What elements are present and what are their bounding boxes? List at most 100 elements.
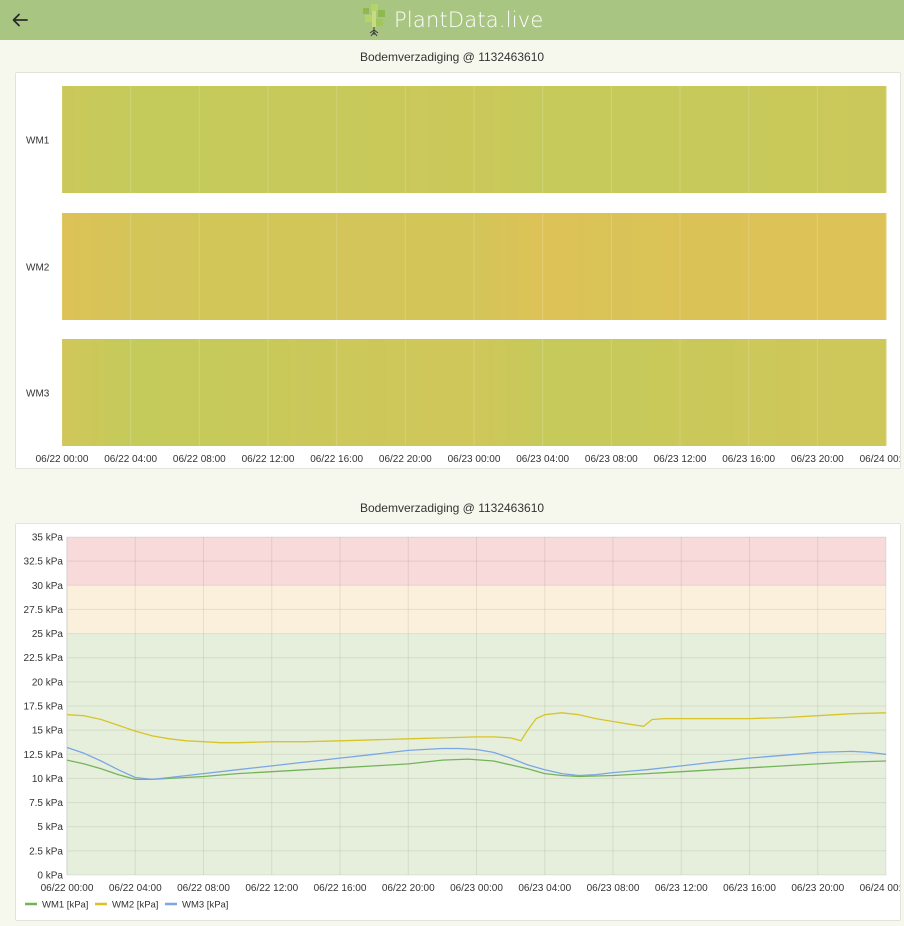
back-button[interactable] xyxy=(6,6,34,34)
x-tick-label: 06/23 12:00 xyxy=(655,883,708,894)
heatmap-x-tick-label: 06/23 20:00 xyxy=(791,454,844,465)
heatmap-cell xyxy=(152,339,159,446)
heatmap-cell xyxy=(176,339,183,446)
heatmap-cell xyxy=(188,213,195,320)
heatmap-cell xyxy=(86,339,93,446)
heatmap-cell xyxy=(830,213,837,320)
heatmap-cell xyxy=(686,86,693,193)
heatmap-chart: WM1 WM2 WM3 06/22 00:00 06/22 04:00 06/22 08:… xyxy=(26,86,904,465)
heatmap-cell xyxy=(518,213,525,320)
heatmap-cell xyxy=(566,213,573,320)
heatmap-cell xyxy=(146,213,153,320)
heatmap-cell xyxy=(860,213,867,320)
heatmap-cell xyxy=(848,339,855,446)
heatmap-cell xyxy=(500,213,507,320)
heatmap-cell xyxy=(836,213,843,320)
heatmap-cell xyxy=(254,339,261,446)
heatmap-cell xyxy=(362,339,369,446)
heatmap-cell xyxy=(818,213,825,320)
heatmap-cell xyxy=(494,213,501,320)
x-tick-label: 06/22 00:00 xyxy=(41,883,94,894)
heatmap-cell xyxy=(338,339,345,446)
heatmap-cell xyxy=(722,339,729,446)
heatmap-cell xyxy=(158,339,165,446)
heatmap-cell xyxy=(410,339,417,446)
heatmap-cell xyxy=(542,213,549,320)
heatmap-cell xyxy=(752,86,759,193)
heatmap-x-tick-label: 06/24 00:00 xyxy=(860,454,900,465)
x-tick-label: 06/22 12:00 xyxy=(245,883,298,894)
heatmap-cell xyxy=(686,339,693,446)
heatmap-cell xyxy=(422,213,429,320)
heatmap-cell xyxy=(128,213,135,320)
legend-item-wm1-kpa[interactable]: WM1 [kPa] xyxy=(25,900,88,911)
heatmap-cell xyxy=(728,213,735,320)
heatmap-x-tick-label: 06/22 08:00 xyxy=(173,454,226,465)
brand[interactable]: PlantData.live xyxy=(362,2,544,38)
series-line-wm3-kpa[interactable] xyxy=(66,746,887,781)
heatmap-cell xyxy=(242,86,249,193)
heatmap-cell xyxy=(302,213,309,320)
heatmap-row-wm2 xyxy=(62,213,887,320)
heatmap-cell xyxy=(614,86,621,193)
heatmap-cell xyxy=(404,213,411,320)
heatmap-cell xyxy=(86,213,93,320)
heatmap-cell xyxy=(284,86,291,193)
heatmap-cell xyxy=(140,339,147,446)
heatmap-cell xyxy=(398,339,405,446)
heatmap-cell xyxy=(812,86,819,193)
heatmap-cell xyxy=(74,86,81,193)
heatmap-cell xyxy=(380,86,387,193)
heatmap-cell xyxy=(650,213,657,320)
heatmap-cell xyxy=(542,86,549,193)
heatmap-x-tick-label: 06/22 20:00 xyxy=(379,454,432,465)
heatmap-cell xyxy=(476,86,483,193)
heatmap-cell xyxy=(110,213,117,320)
heatmap-cell xyxy=(482,86,489,193)
heatmap-cell xyxy=(884,213,887,320)
heatmap-cell xyxy=(608,86,615,193)
heatmap-cell xyxy=(542,339,549,446)
heatmap-cell xyxy=(308,213,315,320)
heatmap-cell xyxy=(458,213,465,320)
heatmap-cell xyxy=(368,339,375,446)
heatmap-cell xyxy=(440,213,447,320)
heatmap-cell xyxy=(452,339,459,446)
threshold-zone xyxy=(67,633,886,875)
heatmap-cell xyxy=(464,86,471,193)
heatmap-cell xyxy=(494,339,501,446)
heatmap-cell xyxy=(248,86,255,193)
heatmap-cell xyxy=(260,86,267,193)
heatmap-cell xyxy=(422,86,429,193)
series-line-wm2-kpa[interactable] xyxy=(66,712,887,744)
heatmap-cell xyxy=(482,213,489,320)
heatmap-cell xyxy=(458,339,465,446)
heatmap-cell xyxy=(368,213,375,320)
heatmap-cell xyxy=(80,86,87,193)
arrow-left-icon xyxy=(12,13,28,27)
heatmap-cell xyxy=(848,86,855,193)
heatmap-cell xyxy=(512,339,519,446)
heatmap-cell xyxy=(68,339,75,446)
heatmap-row-wm3 xyxy=(62,339,887,446)
heatmap-cell xyxy=(116,213,123,320)
brand-title: PlantData.live xyxy=(394,8,544,32)
heatmap-cell xyxy=(260,339,267,446)
heatmap-cell xyxy=(398,86,405,193)
heatmap-cell xyxy=(122,213,129,320)
heatmap-cell xyxy=(662,213,669,320)
heatmap-cell xyxy=(284,213,291,320)
heatmap-cell xyxy=(776,213,783,320)
y-tick-label: 5 kPa xyxy=(37,822,63,833)
heatmap-cell xyxy=(218,213,225,320)
heatmap-cell xyxy=(68,86,75,193)
legend-label: WM3 [kPa] xyxy=(182,900,228,911)
heatmap-x-tick-label: 06/22 04:00 xyxy=(104,454,157,465)
heatmap-cell xyxy=(452,86,459,193)
heatmap-cell xyxy=(704,213,711,320)
heatmap-cell xyxy=(620,339,627,446)
heatmap-cell xyxy=(554,213,561,320)
y-tick-label: 7.5 kPa xyxy=(29,798,63,809)
legend-item-wm2-kpa[interactable]: WM2 [kPa] xyxy=(95,900,158,911)
legend-item-wm3-kpa[interactable]: WM3 [kPa] xyxy=(165,900,228,911)
